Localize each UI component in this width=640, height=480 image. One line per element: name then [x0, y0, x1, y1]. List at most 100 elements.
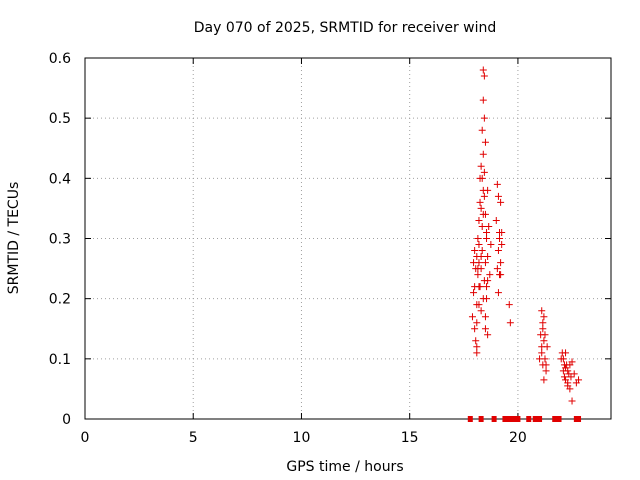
- data-point: [479, 210, 487, 218]
- data-point: [559, 355, 567, 363]
- data-point: [543, 343, 551, 351]
- data-points: [467, 66, 583, 422]
- data-point: [483, 235, 491, 242]
- data-point: [485, 222, 493, 230]
- data-point: [473, 319, 481, 327]
- data-point: [541, 331, 549, 339]
- data-point: [477, 204, 485, 212]
- data-point: [540, 376, 548, 384]
- data-point: [567, 373, 575, 381]
- data-point: [540, 337, 548, 345]
- data-point: [494, 289, 502, 297]
- data-point: [568, 397, 576, 405]
- data-point: [532, 416, 538, 422]
- x-tick-label: 0: [81, 430, 90, 446]
- data-point: [479, 150, 487, 158]
- data-point: [474, 271, 482, 279]
- data-point: [475, 216, 483, 224]
- data-point: [498, 241, 506, 249]
- data-point: [480, 72, 488, 80]
- data-point: [470, 289, 478, 297]
- data-point: [472, 337, 480, 345]
- data-point: [537, 416, 543, 422]
- data-point: [515, 416, 521, 422]
- data-point: [484, 277, 492, 285]
- data-point: [481, 325, 489, 333]
- data-point: [473, 301, 481, 309]
- data-point: [474, 235, 482, 242]
- data-point: [480, 168, 488, 176]
- data-point: [493, 180, 501, 188]
- y-tick-label: 0.2: [49, 292, 71, 308]
- x-tick-label: 20: [509, 430, 527, 446]
- data-point: [467, 416, 473, 422]
- data-point: [562, 349, 570, 357]
- y-tick-label: 0.6: [49, 51, 71, 67]
- data-point: [538, 349, 546, 357]
- data-point: [473, 343, 481, 351]
- data-point: [478, 126, 486, 134]
- axis-ticks: 0 5 10 15 20 0 0.1 0.2 0.3 0.4 0.5 0.6: [49, 51, 611, 446]
- data-point: [479, 66, 487, 74]
- data-point: [494, 192, 502, 200]
- data-point: [475, 241, 483, 249]
- data-point: [498, 228, 506, 236]
- data-point: [552, 416, 558, 422]
- x-axis-label: GPS time / hours: [286, 459, 403, 475]
- data-point: [479, 96, 487, 104]
- data-point: [481, 138, 489, 146]
- data-point: [575, 376, 583, 384]
- data-point: [481, 259, 489, 267]
- data-point: [478, 222, 486, 230]
- data-point: [497, 271, 505, 279]
- data-point: [475, 259, 483, 267]
- data-point: [484, 253, 492, 261]
- data-point: [475, 283, 483, 291]
- data-point: [506, 416, 512, 422]
- data-point: [480, 114, 488, 122]
- y-tick-label: 0.1: [49, 352, 71, 368]
- data-point: [497, 198, 505, 206]
- data-point: [477, 162, 485, 170]
- data-point: [541, 355, 549, 363]
- data-point: [562, 364, 570, 372]
- data-point: [477, 253, 485, 261]
- data-point: [479, 186, 487, 194]
- data-point: [476, 198, 484, 206]
- data-point: [539, 319, 547, 327]
- y-tick-label: 0.5: [49, 111, 71, 127]
- y-tick-label: 0.3: [49, 232, 71, 248]
- data-point: [556, 416, 562, 422]
- grid-lines: [85, 58, 611, 419]
- data-point: [491, 416, 497, 422]
- data-point: [570, 370, 578, 378]
- data-point: [494, 247, 502, 255]
- data-point: [478, 174, 486, 182]
- data-point: [542, 361, 550, 369]
- x-tick-label: 15: [401, 430, 419, 446]
- x-tick-label: 5: [189, 430, 198, 446]
- data-point: [560, 373, 568, 381]
- data-point: [506, 319, 514, 327]
- data-point: [483, 295, 491, 303]
- data-point: [483, 283, 491, 291]
- data-point: [502, 416, 508, 422]
- y-axis-label: SRMTID / TECUs: [6, 182, 22, 295]
- data-point: [542, 367, 550, 375]
- data-point: [473, 349, 481, 357]
- data-point: [505, 301, 513, 309]
- data-point: [564, 382, 572, 390]
- data-point: [478, 416, 484, 422]
- data-point: [478, 247, 486, 255]
- data-point: [474, 265, 482, 273]
- data-point: [538, 307, 546, 315]
- data-point: [576, 416, 582, 422]
- data-point: [471, 247, 479, 255]
- data-point: [484, 331, 492, 339]
- data-point: [480, 192, 488, 200]
- data-point: [492, 216, 500, 224]
- chart-title: Day 070 of 2025, SRMTID for receiver win…: [194, 20, 497, 36]
- data-point: [511, 416, 517, 422]
- y-tick-label: 0.4: [49, 171, 71, 187]
